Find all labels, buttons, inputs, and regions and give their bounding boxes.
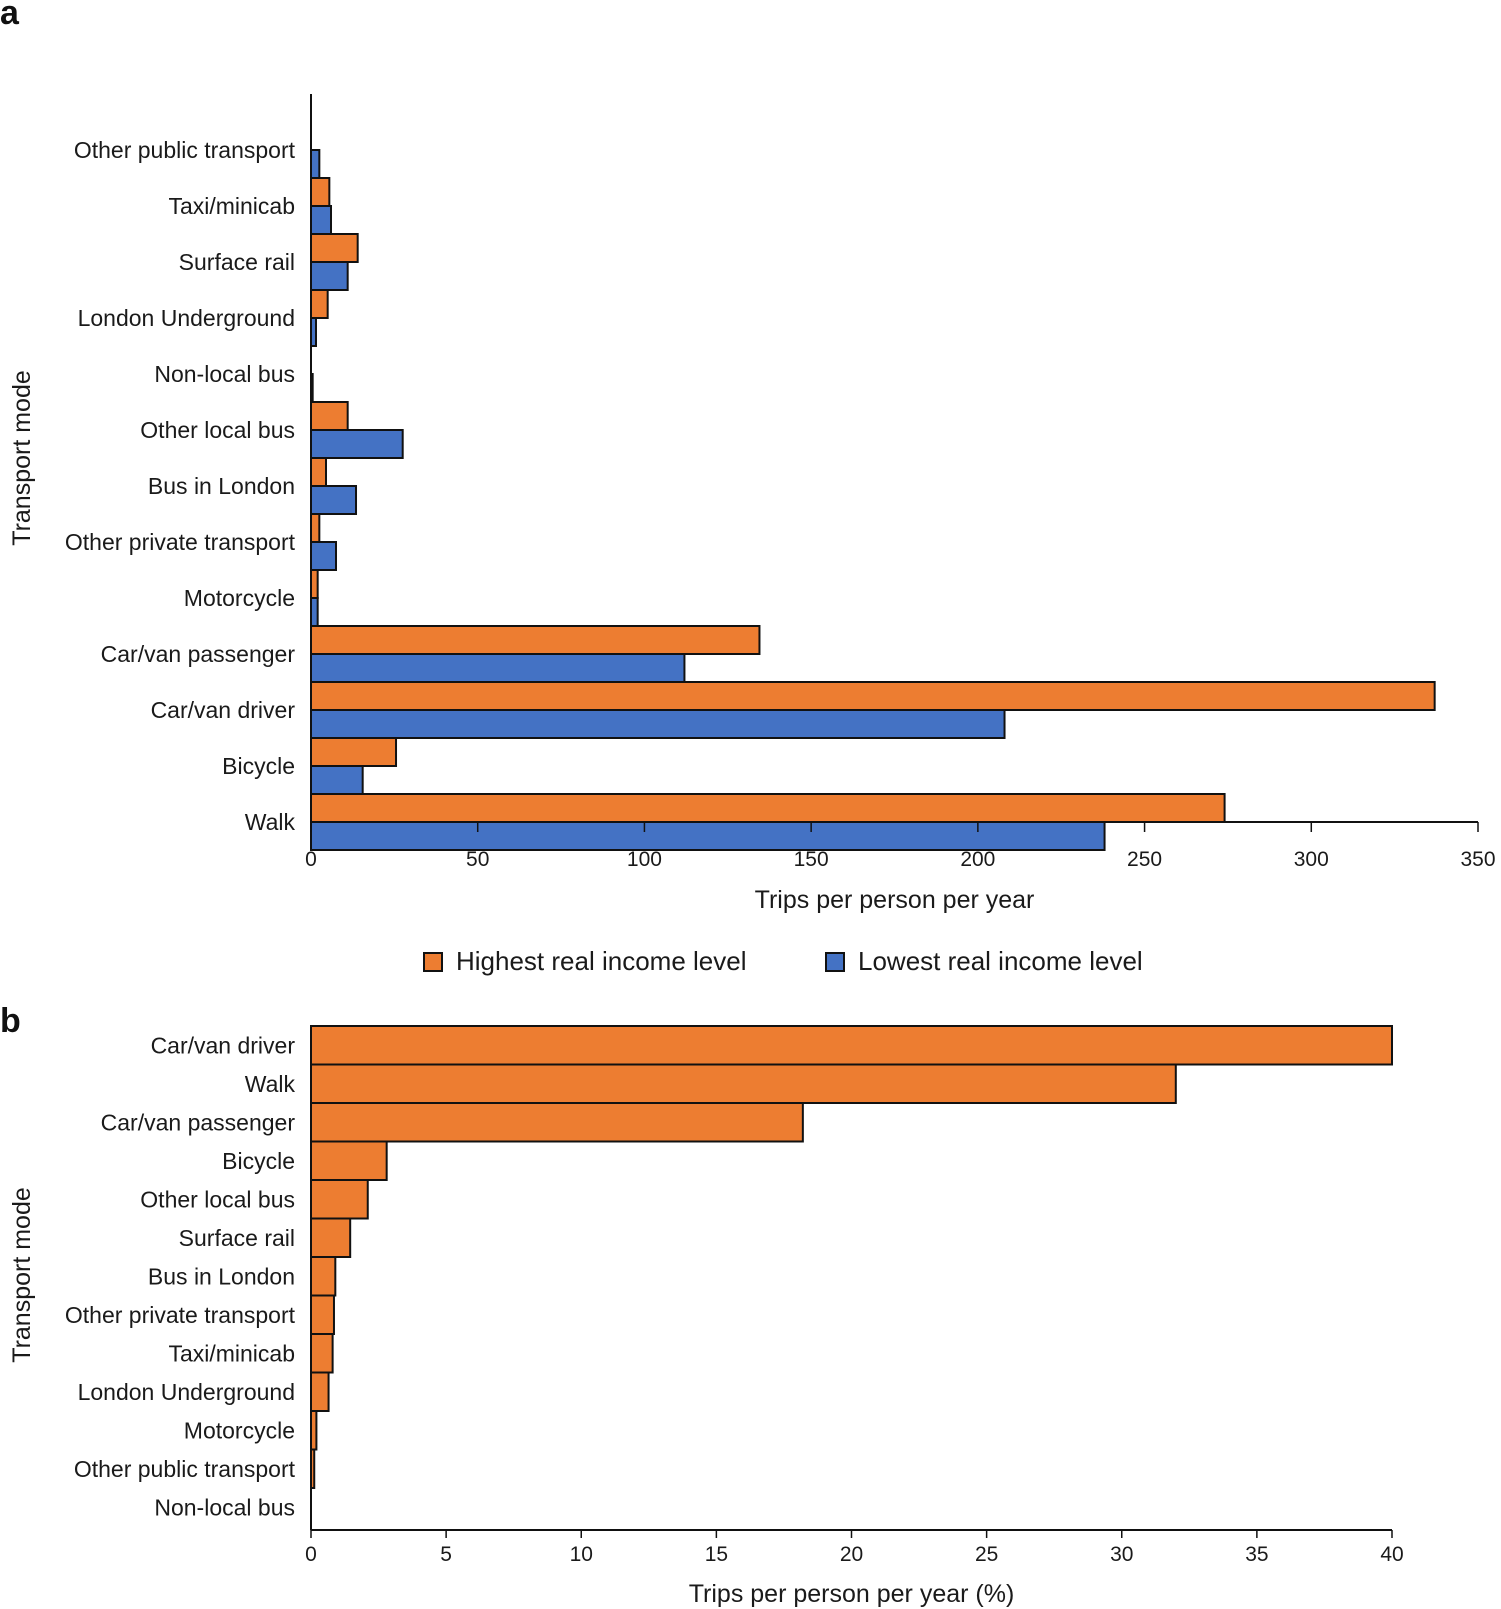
x-tick-label-b-25: 25 xyxy=(975,1543,998,1566)
panel-a-letter: a xyxy=(0,0,20,32)
bar-a-other-public-transport-lowest xyxy=(310,149,321,179)
x-axis-title-a: Trips per person per year xyxy=(755,886,1035,914)
legend-label-highest: Highest real income level xyxy=(456,946,746,976)
category-label-a-london-underground: London Underground xyxy=(78,305,295,331)
category-label-b-london-underground: London Underground xyxy=(78,1379,295,1405)
category-label-b-other-public-transport: Other public transport xyxy=(74,1456,296,1482)
bar-a-car-van-driver-highest xyxy=(310,681,1436,711)
x-tick-label-a-0: 0 xyxy=(305,848,317,871)
x-tick-label-a-200: 200 xyxy=(960,848,995,871)
bar-a-taxi-minicab-highest xyxy=(310,177,331,207)
category-label-a-other-private-transport: Other private transport xyxy=(65,529,296,555)
category-label-a-car-van-passenger: Car/van passenger xyxy=(101,641,296,667)
bar-b-walk-highest xyxy=(310,1063,1177,1104)
category-label-b-other-local-bus: Other local bus xyxy=(140,1186,295,1212)
x-tick-label-b-20: 20 xyxy=(840,1543,863,1566)
category-label-a-non-local-bus: Non-local bus xyxy=(154,361,295,387)
x-tick-label-a-250: 250 xyxy=(1127,848,1162,871)
x-tick-label-a-50: 50 xyxy=(466,848,489,871)
category-label-b-walk: Walk xyxy=(245,1071,296,1097)
category-label-b-bicycle: Bicycle xyxy=(222,1148,295,1174)
bar-b-london-underground-highest xyxy=(310,1371,330,1412)
category-label-b-surface-rail: Surface rail xyxy=(179,1225,295,1251)
x-tick-label-a-350: 350 xyxy=(1460,848,1495,871)
x-tick-label-b-15: 15 xyxy=(705,1543,728,1566)
bar-b-car-van-driver-highest xyxy=(310,1025,1393,1066)
bar-a-bicycle-lowest xyxy=(310,765,364,795)
legend-swatch-highest xyxy=(423,952,443,972)
bar-a-walk-highest xyxy=(310,793,1226,823)
bar-a-car-van-passenger-lowest xyxy=(310,653,686,683)
panel-b-letter: b xyxy=(0,1002,21,1040)
x-tick-label-b-30: 30 xyxy=(1110,1543,1133,1566)
x-tick-label-b-5: 5 xyxy=(440,1543,452,1566)
x-tick-label-a-100: 100 xyxy=(627,848,662,871)
bar-a-car-van-passenger-highest xyxy=(310,625,761,655)
bar-a-bicycle-highest xyxy=(310,737,398,767)
bar-a-motorcycle-highest xyxy=(310,569,319,599)
category-label-a-other-public-transport: Other public transport xyxy=(74,137,296,163)
category-label-b-non-local-bus: Non-local bus xyxy=(154,1494,295,1520)
legend-label-lowest: Lowest real income level xyxy=(858,946,1143,976)
bar-a-surface-rail-highest xyxy=(310,233,359,263)
category-label-b-car-van-passenger: Car/van passenger xyxy=(101,1109,296,1135)
x-axis-title-b: Trips per person per year (%) xyxy=(689,1580,1015,1608)
category-label-a-bus-in-london: Bus in London xyxy=(148,473,295,499)
bar-a-bus-in-london-lowest xyxy=(310,485,358,515)
bar-b-surface-rail-highest xyxy=(310,1217,352,1258)
category-label-a-motorcycle: Motorcycle xyxy=(184,585,295,611)
bar-a-motorcycle-lowest xyxy=(310,597,319,627)
category-label-b-car-van-driver: Car/van driver xyxy=(151,1032,296,1058)
bar-b-bicycle-highest xyxy=(310,1140,388,1181)
category-label-a-car-van-driver: Car/van driver xyxy=(151,697,296,723)
x-tick-label-b-10: 10 xyxy=(570,1543,593,1566)
y-axis-title-a: Transport mode xyxy=(8,370,36,546)
category-label-b-bus-in-london: Bus in London xyxy=(148,1263,295,1289)
bar-a-other-local-bus-lowest xyxy=(310,429,404,459)
bar-a-other-private-transport-highest xyxy=(310,513,321,543)
x-tick-label-a-300: 300 xyxy=(1294,848,1329,871)
legend-swatch-lowest xyxy=(825,952,845,972)
bar-b-other-private-transport-highest xyxy=(310,1294,335,1335)
x-tick-label-b-40: 40 xyxy=(1380,1543,1403,1566)
bar-b-other-local-bus-highest xyxy=(310,1179,369,1220)
bar-a-surface-rail-lowest xyxy=(310,261,349,291)
legend: Highest real income level Lowest real in… xyxy=(423,946,1143,976)
bar-a-walk-lowest xyxy=(310,821,1106,851)
category-label-b-other-private-transport: Other private transport xyxy=(65,1302,296,1328)
bar-a-taxi-minicab-lowest xyxy=(310,205,333,235)
category-label-b-motorcycle: Motorcycle xyxy=(184,1417,295,1443)
bar-b-bus-in-london-highest xyxy=(310,1256,337,1297)
x-tick-label-a-150: 150 xyxy=(794,848,829,871)
category-label-a-taxi-minicab: Taxi/minicab xyxy=(168,193,295,219)
bar-a-car-van-driver-lowest xyxy=(310,709,1006,739)
bar-b-car-van-passenger-highest xyxy=(310,1102,804,1143)
panel-b-chart: Car/van driver Walk Car/van passenger Bicyc… xyxy=(8,1025,1404,1608)
bar-a-other-local-bus-highest xyxy=(310,401,349,431)
bar-a-other-private-transport-lowest xyxy=(310,541,338,571)
bar-b-taxi-minicab-highest xyxy=(310,1333,334,1374)
bar-a-bus-in-london-highest xyxy=(310,457,328,487)
x-tick-label-b-35: 35 xyxy=(1245,1543,1268,1566)
category-label-b-taxi-minicab: Taxi/minicab xyxy=(168,1340,295,1366)
category-label-a-walk: Walk xyxy=(245,809,296,835)
panel-a-chart: Other public transport Taxi/minicab Surfac… xyxy=(8,94,1496,914)
y-axis-title-b: Transport mode xyxy=(8,1187,36,1363)
category-label-a-other-local-bus: Other local bus xyxy=(140,417,295,443)
bar-a-london-underground-highest xyxy=(310,289,329,319)
category-label-a-bicycle: Bicycle xyxy=(222,753,295,779)
x-tick-label-b-0: 0 xyxy=(305,1543,317,1566)
category-label-a-surface-rail: Surface rail xyxy=(179,249,295,275)
